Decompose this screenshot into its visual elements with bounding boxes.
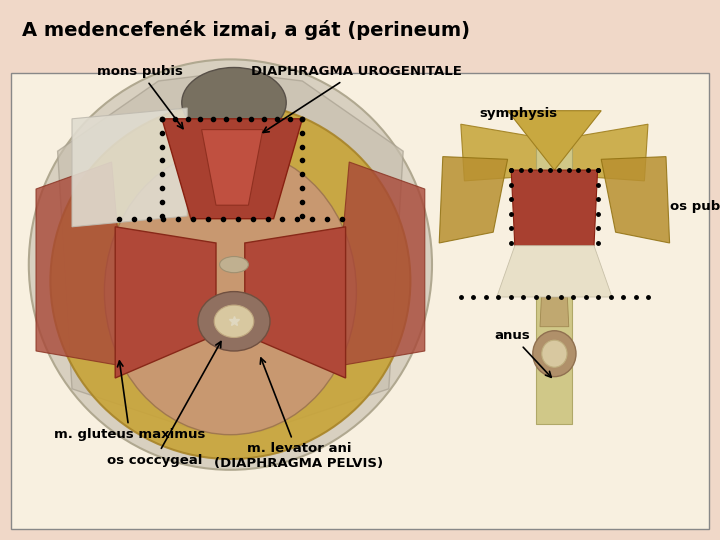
Polygon shape <box>72 108 187 227</box>
Polygon shape <box>461 124 540 181</box>
Polygon shape <box>569 124 648 181</box>
Polygon shape <box>245 227 346 378</box>
Polygon shape <box>439 157 508 243</box>
Polygon shape <box>58 76 202 432</box>
Polygon shape <box>331 162 425 367</box>
Ellipse shape <box>198 292 270 351</box>
Ellipse shape <box>541 340 567 367</box>
Text: m. gluteus maximus: m. gluteus maximus <box>54 361 205 441</box>
Ellipse shape <box>220 256 248 273</box>
Ellipse shape <box>104 148 356 435</box>
Polygon shape <box>540 297 569 327</box>
Polygon shape <box>36 162 130 367</box>
Ellipse shape <box>215 305 254 338</box>
Text: A medencefenék izmai, a gát (perineum): A medencefenék izmai, a gát (perineum) <box>22 19 469 40</box>
Ellipse shape <box>533 330 576 377</box>
Polygon shape <box>508 111 601 170</box>
Ellipse shape <box>50 103 410 459</box>
Text: anus: anus <box>495 329 552 377</box>
Polygon shape <box>536 111 572 424</box>
Polygon shape <box>497 246 612 297</box>
Polygon shape <box>601 157 670 243</box>
Polygon shape <box>202 130 263 205</box>
Text: symphysis: symphysis <box>480 107 557 120</box>
Ellipse shape <box>181 68 287 138</box>
FancyBboxPatch shape <box>457 81 706 470</box>
Polygon shape <box>162 119 302 219</box>
Text: os coccygeal: os coccygeal <box>107 342 221 467</box>
Text: mons pubis: mons pubis <box>97 65 184 129</box>
Polygon shape <box>259 76 403 432</box>
Ellipse shape <box>29 59 432 470</box>
Text: DIAPHRAGMA UROGENITALE: DIAPHRAGMA UROGENITALE <box>251 65 462 132</box>
FancyBboxPatch shape <box>11 73 709 529</box>
Polygon shape <box>511 170 598 246</box>
Text: m. levator ani
(DIAPHRAGMA PELVIS): m. levator ani (DIAPHRAGMA PELVIS) <box>215 358 383 470</box>
Text: os pubis: os pubis <box>670 200 720 213</box>
Polygon shape <box>115 227 216 378</box>
